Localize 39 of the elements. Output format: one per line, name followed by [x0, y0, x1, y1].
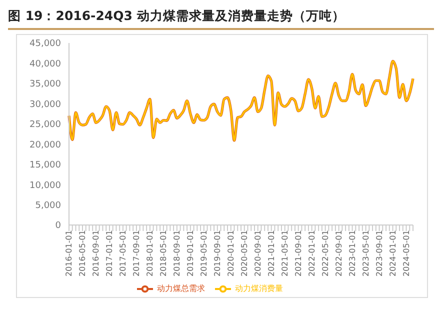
- x-tick-label: 2020-09-01: [254, 230, 263, 276]
- y-tick-label: 40,000: [30, 59, 62, 70]
- x-tick-label: 2019-09-01: [213, 230, 222, 276]
- x-tick-label: 2022-09-01: [334, 230, 344, 276]
- x-tick-label: 2018-05-01: [159, 230, 168, 276]
- x-tick-label: 2019-01-01: [186, 230, 196, 276]
- y-tick-label: 30,000: [30, 100, 62, 110]
- x-tick-label: 2016-05-01: [78, 230, 88, 276]
- y-tick-label: 15,000: [30, 160, 62, 171]
- y-tick-label: 25,000: [30, 120, 62, 130]
- x-tick-label: 2023-05-01: [361, 230, 370, 276]
- x-tick-label: 2019-05-01: [200, 230, 209, 276]
- x-tick-label: 2024-05-01: [402, 230, 411, 276]
- x-tick-label: 2023-01-01: [348, 230, 357, 276]
- x-tick-label: 2018-01-01: [146, 230, 155, 276]
- y-tick-label: 35,000: [30, 80, 62, 90]
- x-tick-label: 2022-05-01: [320, 230, 330, 276]
- x-tick-label: 2017-05-01: [118, 230, 128, 276]
- x-tick-label: 2022-01-01: [308, 230, 317, 276]
- x-tick-label: 2021-09-01: [294, 230, 304, 276]
- y-tick-label: 20,000: [30, 140, 62, 150]
- y-tick-label: 0: [55, 221, 62, 232]
- x-tick-label: 2016-09-01: [92, 230, 101, 276]
- x-tick-label: 2024-01-01: [388, 230, 398, 276]
- y-tick-label: 5,000: [35, 200, 62, 211]
- x-tick-label: 2021-01-01: [267, 230, 276, 276]
- x-tick-label: 2018-09-01: [172, 230, 182, 276]
- chart-title: 图 19：2016-24Q3 动力煤需求量及消费量走势（万吨）: [8, 8, 434, 30]
- y-tick-label: 10,000: [30, 180, 62, 191]
- legend-label: 动力煤消费量: [235, 284, 283, 294]
- y-tick-label: 45,000: [30, 39, 62, 50]
- x-tick-label: 2020-05-01: [240, 230, 250, 276]
- x-tick-label: 2023-09-01: [374, 230, 384, 276]
- legend-label: 动力煤总需求: [157, 284, 205, 294]
- x-tick-label: 2016-01-01: [64, 230, 74, 276]
- x-tick-label: 2021-05-01: [280, 230, 290, 276]
- x-tick-label: 2020-01-01: [226, 230, 236, 276]
- x-tick-label: 2017-01-01: [105, 230, 114, 276]
- x-tick-label: 2017-09-01: [132, 230, 142, 276]
